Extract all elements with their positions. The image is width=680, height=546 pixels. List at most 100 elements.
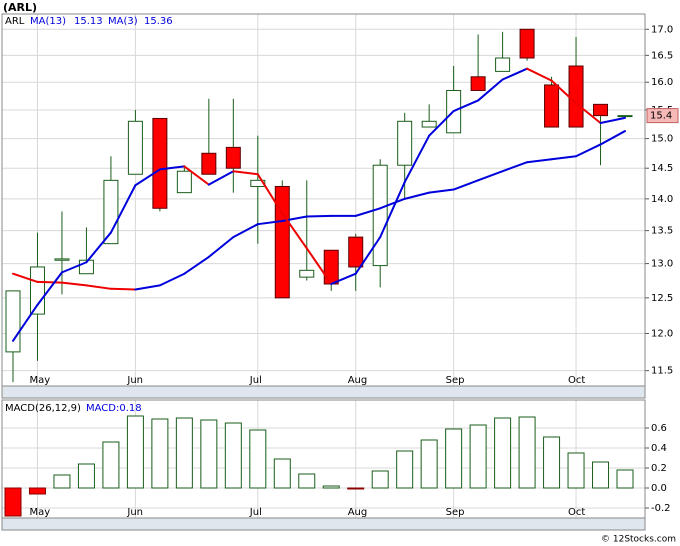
- bar: [567, 452, 585, 489]
- ma-line-segment: [60, 281, 88, 287]
- x-axis-band: [1, 517, 646, 531]
- y-tick-label: 0.4: [651, 443, 667, 454]
- candle-body: [176, 170, 192, 194]
- candle-body: [201, 152, 217, 175]
- ma-line-segment: [85, 231, 112, 264]
- y-tick-label: 14.0: [651, 194, 673, 205]
- ma-line-segment: [12, 272, 39, 283]
- bar: [175, 417, 193, 489]
- ma-line-segment: [232, 170, 259, 176]
- candle-body: [127, 120, 143, 175]
- candle-body: [54, 258, 70, 261]
- ma-line-segment: [452, 179, 480, 191]
- x-tick-label: Jul: [249, 507, 262, 518]
- ma-line-segment: [599, 116, 626, 125]
- candle-body: [544, 84, 560, 128]
- ma-line-segment: [452, 99, 480, 113]
- bar: [273, 458, 291, 489]
- ma-line-segment: [428, 110, 455, 137]
- bar: [151, 418, 169, 489]
- ma-line-segment: [428, 188, 455, 194]
- bar: [28, 487, 46, 495]
- bar: [420, 439, 438, 489]
- bar: [445, 428, 463, 489]
- bar: [298, 473, 316, 489]
- ma-line-segment: [599, 130, 626, 146]
- ma-line-segment: [256, 173, 284, 215]
- x-tick-label: Jun: [126, 507, 143, 518]
- ma-line-segment: [36, 280, 63, 284]
- y-tick-label: 12.5: [651, 293, 673, 304]
- ma-line-segment: [183, 255, 210, 275]
- candle-body: [348, 236, 364, 268]
- ma-line-segment: [207, 170, 235, 186]
- bar: [592, 461, 610, 489]
- x-tick-label: Jul: [249, 375, 262, 386]
- legend-entry: MA(13): [30, 16, 66, 27]
- candle-body: [323, 249, 339, 285]
- y-tick-label: 13.5: [651, 226, 673, 237]
- ma-line-segment: [232, 223, 259, 239]
- candle-body: [250, 179, 266, 187]
- ma-line-segment: [477, 78, 504, 102]
- ma-line-segment: [379, 181, 406, 239]
- bar: [126, 415, 144, 489]
- y-tick-label: 13.0: [651, 259, 673, 270]
- candle-body: [225, 146, 241, 169]
- x-tick-label: Sep: [446, 507, 465, 518]
- plot-border: [1, 13, 646, 387]
- y-tick-label: 0.6: [651, 423, 667, 434]
- ma-line-segment: [354, 236, 382, 275]
- bar: [543, 436, 561, 489]
- x-tick-label: Oct: [568, 507, 585, 518]
- candle-body: [152, 117, 168, 209]
- y-tick-label: 12.0: [651, 329, 673, 340]
- bar: [518, 416, 536, 489]
- bar: [53, 474, 71, 489]
- ma-line-segment: [501, 161, 529, 173]
- candle-body: [470, 76, 486, 91]
- bar: [249, 429, 267, 489]
- ma-line-segment: [134, 168, 161, 187]
- x-tick-label: May: [29, 375, 50, 386]
- ma-line-segment: [501, 67, 529, 81]
- legend-symbol: ARL: [5, 16, 25, 27]
- bar: [616, 469, 634, 489]
- y-tick-label: 14.5: [651, 163, 673, 174]
- ma-line-segment: [550, 155, 578, 161]
- candle-body: [5, 290, 21, 353]
- candle-body: [397, 120, 413, 166]
- ma-line-segment: [12, 303, 39, 342]
- x-tick-label: Aug: [348, 507, 368, 518]
- candle-body: [372, 164, 388, 267]
- ma-line-segment: [281, 212, 308, 250]
- bar: [347, 487, 365, 490]
- ma-line-segment: [550, 79, 578, 105]
- candle-body: [103, 179, 119, 245]
- bar: [102, 441, 120, 489]
- ma-line-segment: [60, 261, 88, 274]
- y-tick-label: 17.0: [651, 24, 673, 35]
- legend-value: MACD:0.18: [86, 403, 142, 414]
- y-tick-label: 15.0: [651, 134, 673, 145]
- candle-body: [421, 120, 437, 128]
- x-tick-label: Sep: [446, 375, 465, 386]
- ma-line-segment: [183, 165, 210, 186]
- legend-entry: MACD(26,12,9): [5, 403, 81, 414]
- ma-line-segment: [403, 134, 431, 184]
- ma-line-segment: [575, 143, 602, 158]
- candle-body: [593, 103, 609, 117]
- x-tick-label: Oct: [568, 375, 585, 386]
- bar: [371, 470, 389, 489]
- bar: [4, 487, 22, 517]
- candle-body: [29, 266, 45, 315]
- candle-body: [617, 115, 633, 118]
- ma-line-segment: [403, 191, 431, 200]
- candle-body: [519, 28, 535, 59]
- y-tick-label: 0.2: [651, 463, 667, 474]
- ma-line-segment: [36, 271, 63, 306]
- y-tick-label: 11.5: [651, 366, 673, 377]
- y-tick-label: 16.5: [651, 50, 673, 61]
- ma-line-segment: [526, 67, 553, 82]
- ma-line-segment: [379, 197, 406, 210]
